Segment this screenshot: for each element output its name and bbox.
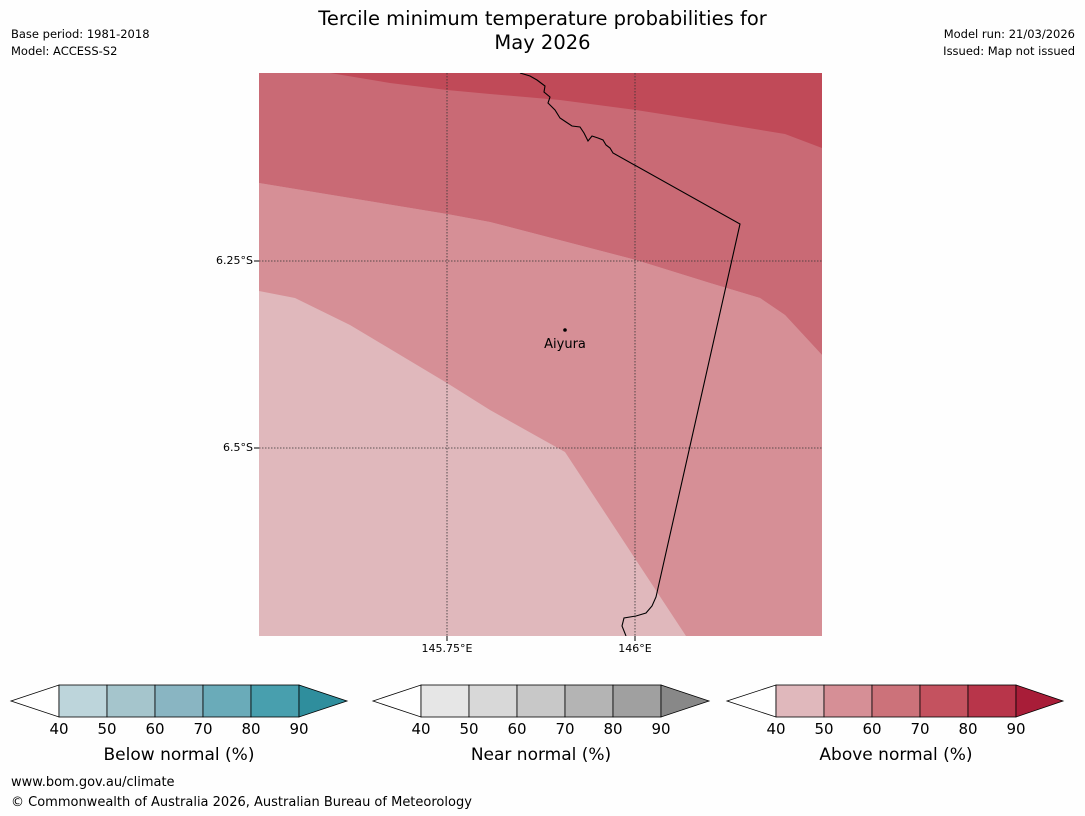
map-title-line1: Tercile minimum temperature probabilitie… [318, 7, 767, 30]
map-title: Tercile minimum temperature probabilitie… [0, 7, 1085, 55]
colorbar-below-tick: 40 [49, 720, 69, 738]
colorbar-below-tick: 70 [193, 720, 213, 738]
colorbar-below-swatch-80-90 [250, 684, 300, 718]
header-right-info: Model run: 21/03/2026 Issued: Map not is… [943, 26, 1075, 60]
issued-text: Issued: Map not issued [943, 44, 1075, 58]
colorbar-below-tick: 50 [97, 720, 117, 738]
colorbar-above-tick: 90 [1006, 720, 1026, 738]
colorbar-above-swatch-50-60 [823, 684, 873, 718]
colorbar-near-extend-low [371, 684, 422, 718]
colorbar-near-tick: 90 [651, 720, 671, 738]
lon-label-146: 146°E [618, 642, 652, 655]
header-left-info: Base period: 1981-2018 Model: ACCESS-S2 [11, 26, 150, 60]
colorbar-above-swatch-60-70 [871, 684, 921, 718]
colorbar-above-extend-low [725, 684, 777, 718]
base-period-text: Base period: 1981-2018 [11, 27, 150, 41]
colorbar-below-normal [9, 684, 349, 718]
band-60-70 [259, 183, 822, 636]
colorbar-near-tick: 70 [555, 720, 575, 738]
colorbar-above-tick: 80 [958, 720, 978, 738]
colorbar-above-swatch-80-90 [967, 684, 1017, 718]
colorbar-above-tick: 50 [814, 720, 834, 738]
colorbar-near-swatch-80-90 [612, 684, 662, 718]
map-title-line2: May 2026 [494, 31, 591, 54]
band-80-90 [330, 73, 822, 148]
colorbar-near-tick: 80 [603, 720, 623, 738]
colorbar-below-label: Below normal (%) [103, 745, 255, 765]
colorbar-below-swatch-60-70 [154, 684, 204, 718]
model-run-text: Model run: 21/03/2026 [943, 27, 1075, 41]
colorbar-near-tick: 50 [459, 720, 479, 738]
colorbar-above-tick: 70 [910, 720, 930, 738]
colorbar-near-swatch-70-80 [564, 684, 614, 718]
colorbar-below-swatch-40-50 [58, 684, 108, 718]
band-70-80 [259, 73, 822, 355]
colorbar-near-tick: 60 [507, 720, 527, 738]
lon-label-145-75: 145.75°E [421, 642, 473, 655]
colorbar-below-swatch-50-60 [106, 684, 156, 718]
aiyura-marker [563, 328, 567, 332]
colorbar-near-swatch-50-60 [468, 684, 518, 718]
colorbar-above-label: Above normal (%) [819, 745, 973, 765]
map-area [259, 73, 822, 636]
colorbar-near-label: Near normal (%) [470, 745, 612, 765]
colorbar-near-swatch-60-70 [516, 684, 566, 718]
colorbar-below-extend-high [298, 684, 349, 718]
colorbar-above-tick: 60 [862, 720, 882, 738]
colorbar-near-normal [371, 684, 711, 718]
lat-label-6-25: 6.25°S [216, 254, 253, 267]
colorbar-near-tick: 40 [411, 720, 431, 738]
colorbar-near-extend-high [660, 684, 711, 718]
colorbar-above-tick: 40 [766, 720, 786, 738]
colorbar-below-tick: 60 [145, 720, 165, 738]
colorbar-below-tick: 80 [241, 720, 261, 738]
model-text: Model: ACCESS-S2 [11, 44, 118, 58]
province-boundary [519, 73, 741, 636]
colorbar-above-swatch-40-50 [775, 684, 825, 718]
place-label-aiyura: Aiyura [544, 337, 586, 352]
footer-copyright: © Commonwealth of Australia 2026, Austra… [11, 795, 472, 810]
colorbar-below-tick: 90 [289, 720, 309, 738]
colorbar-above-normal [725, 684, 1065, 718]
footer-url: www.bom.gov.au/climate [11, 775, 175, 790]
colorbar-below-swatch-70-80 [202, 684, 252, 718]
colorbar-above-swatch-70-80 [919, 684, 969, 718]
colorbar-near-swatch-40-50 [420, 684, 470, 718]
colorbar-above-extend-high [1015, 684, 1065, 718]
lat-label-6-5: 6.5°S [223, 441, 253, 454]
colorbar-below-extend-low [9, 684, 60, 718]
